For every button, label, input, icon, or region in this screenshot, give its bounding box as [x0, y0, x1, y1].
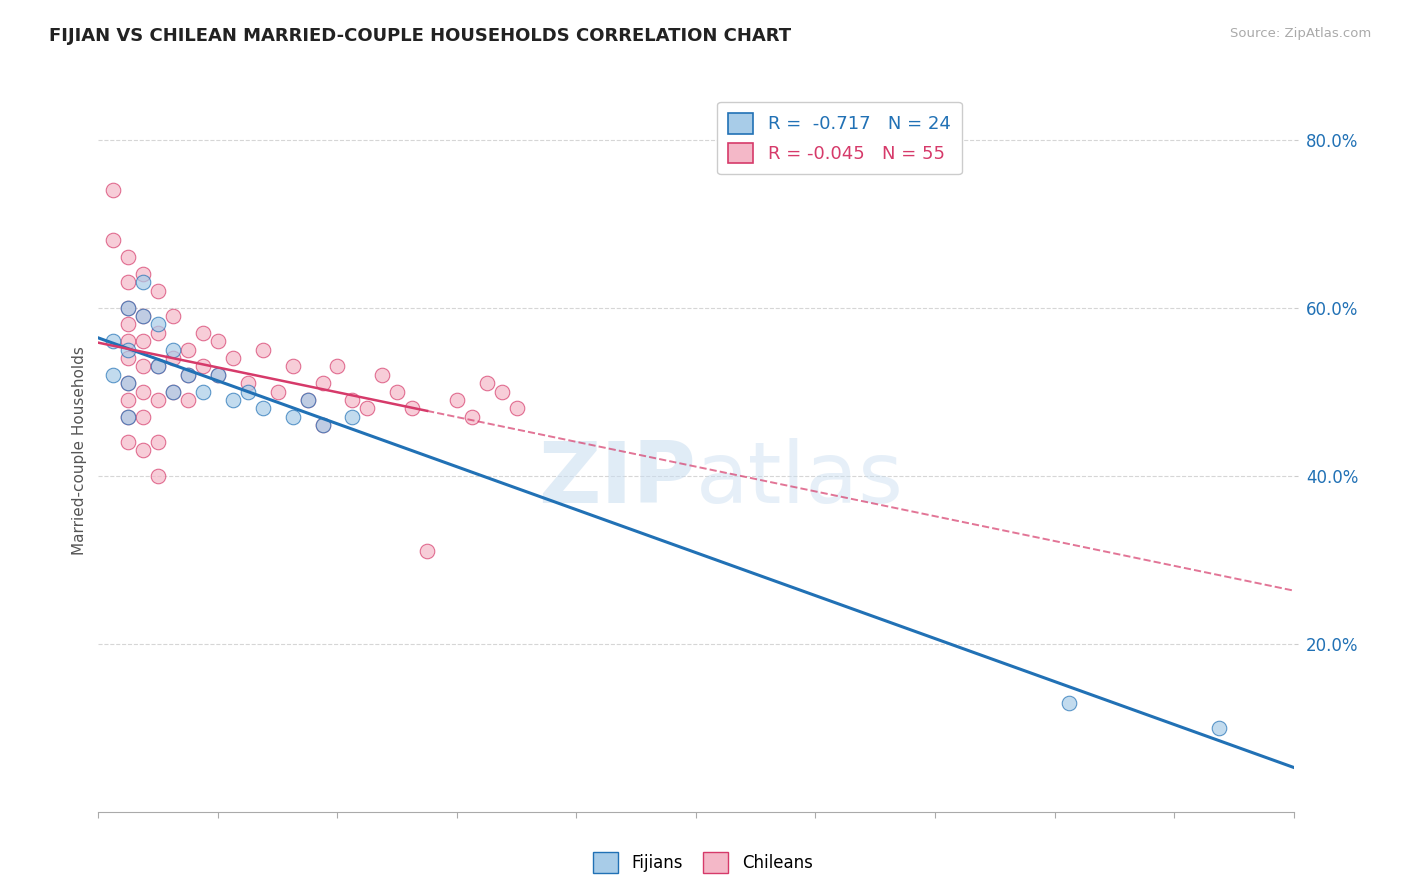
Point: [117, 376, 139, 391]
Y-axis label: Married-couple Households: Married-couple Households: [72, 346, 87, 555]
Point: [117, 351, 139, 365]
Point: [117, 301, 139, 315]
Point: [207, 334, 229, 349]
Point: [177, 343, 200, 357]
Point: [148, 359, 170, 374]
Point: [103, 334, 125, 349]
Point: [297, 392, 319, 407]
Point: [207, 368, 229, 382]
Point: [475, 376, 498, 391]
Point: [281, 409, 304, 424]
Point: [446, 392, 468, 407]
Point: [401, 401, 423, 416]
Point: [281, 359, 304, 374]
Point: [385, 384, 409, 399]
Point: [132, 267, 155, 281]
Point: [252, 343, 274, 357]
Point: [117, 376, 139, 391]
Point: [132, 276, 155, 290]
Point: [356, 401, 378, 416]
Point: [162, 384, 184, 399]
Point: [191, 384, 214, 399]
Text: atlas: atlas: [696, 438, 904, 521]
Point: [177, 392, 200, 407]
Legend: Fijians, Chileans: Fijians, Chileans: [586, 846, 820, 880]
Text: FIJIAN VS CHILEAN MARRIED-COUPLE HOUSEHOLDS CORRELATION CHART: FIJIAN VS CHILEAN MARRIED-COUPLE HOUSEHO…: [49, 27, 792, 45]
Point: [148, 392, 170, 407]
Text: ZIP: ZIP: [538, 438, 696, 521]
Point: [236, 384, 259, 399]
Point: [491, 384, 513, 399]
Point: [117, 343, 139, 357]
Point: [177, 368, 200, 382]
Point: [326, 359, 349, 374]
Point: [148, 318, 170, 332]
Point: [461, 409, 484, 424]
Point: [148, 435, 170, 450]
Point: [132, 309, 155, 323]
Point: [162, 309, 184, 323]
Point: [506, 401, 529, 416]
Point: [117, 435, 139, 450]
Point: [371, 368, 394, 382]
Point: [117, 409, 139, 424]
Point: [117, 250, 139, 264]
Point: [1208, 721, 1230, 735]
Legend: R =  -0.717   N = 24, R = -0.045   N = 55: R = -0.717 N = 24, R = -0.045 N = 55: [717, 102, 962, 174]
Point: [297, 392, 319, 407]
Point: [267, 384, 290, 399]
Point: [311, 418, 333, 433]
Point: [252, 401, 274, 416]
Point: [191, 326, 214, 340]
Point: [207, 368, 229, 382]
Point: [311, 418, 333, 433]
Point: [236, 376, 259, 391]
Point: [148, 468, 170, 483]
Point: [117, 334, 139, 349]
Point: [311, 376, 333, 391]
Point: [222, 351, 245, 365]
Point: [103, 234, 125, 248]
Point: [148, 284, 170, 298]
Point: [103, 368, 125, 382]
Point: [222, 392, 245, 407]
Point: [117, 409, 139, 424]
Point: [132, 359, 155, 374]
Point: [162, 384, 184, 399]
Point: [191, 359, 214, 374]
Point: [117, 318, 139, 332]
Point: [342, 409, 364, 424]
Point: [162, 343, 184, 357]
Point: [1059, 696, 1081, 710]
Point: [132, 384, 155, 399]
Point: [132, 309, 155, 323]
Point: [117, 392, 139, 407]
Point: [132, 334, 155, 349]
Point: [117, 276, 139, 290]
Point: [342, 392, 364, 407]
Point: [416, 544, 439, 558]
Point: [148, 326, 170, 340]
Point: [132, 409, 155, 424]
Point: [132, 443, 155, 458]
Point: [177, 368, 200, 382]
Point: [148, 359, 170, 374]
Point: [117, 301, 139, 315]
Point: [103, 183, 125, 197]
Text: Source: ZipAtlas.com: Source: ZipAtlas.com: [1230, 27, 1371, 40]
Point: [162, 351, 184, 365]
